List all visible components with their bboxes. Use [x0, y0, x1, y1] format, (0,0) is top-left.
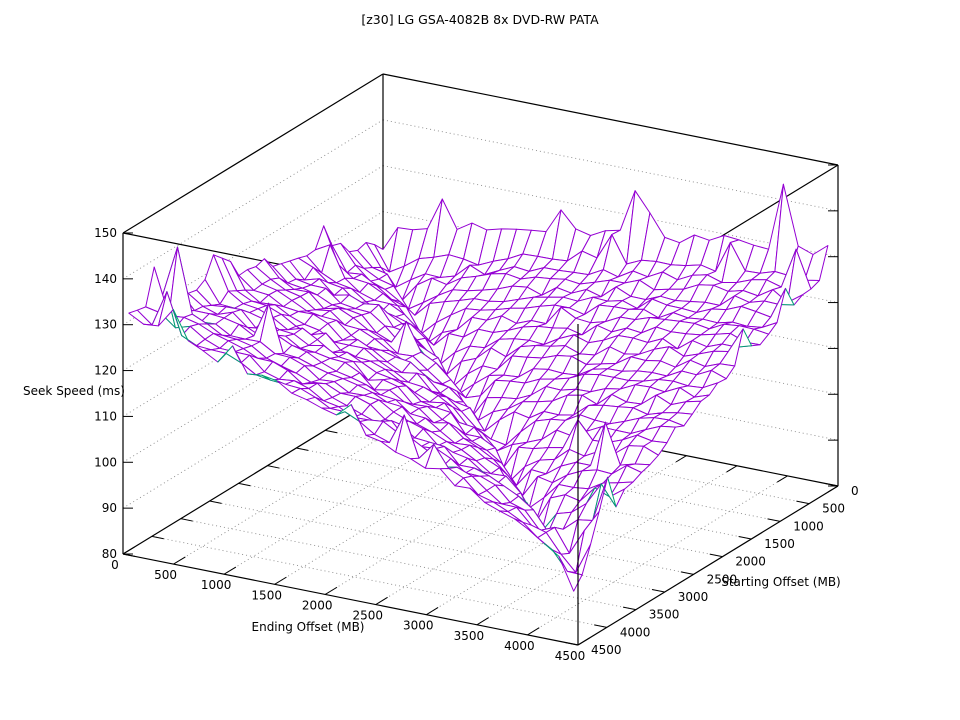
- x-tick-label: 3500: [454, 629, 485, 643]
- x-tick: [173, 556, 186, 565]
- mesh-quad-top: [558, 555, 583, 592]
- y-tick-mirror: [209, 500, 222, 504]
- y-tick-label: 0: [851, 484, 859, 498]
- y-tick-mirror: [296, 447, 309, 451]
- x-tick: [122, 546, 136, 555]
- z-tick-label: 120: [94, 364, 117, 378]
- base-gridline-x: [476, 465, 738, 626]
- border-bottom-back-left: [122, 394, 384, 555]
- chart-title: [z30] LG GSA-4082B 8x DVD-RW PATA: [361, 12, 599, 27]
- x-tick-label: 0: [111, 558, 119, 572]
- x-tick-label: 2500: [353, 609, 384, 623]
- y-tick: [565, 642, 579, 646]
- wall-gridline-right: [382, 165, 839, 258]
- base-gridline-y: [209, 500, 665, 593]
- y-tick-mirror: [180, 518, 193, 522]
- y-tick-mirror: [267, 465, 280, 469]
- x-tick-mirror: [675, 455, 687, 463]
- x-tick: [577, 637, 591, 646]
- base-gridline-y: [180, 518, 636, 611]
- x-tick-label: 1500: [251, 588, 282, 602]
- base-gridline-y: [267, 465, 723, 558]
- border-bottom-front-left: [122, 553, 579, 646]
- x-tick-label: 2000: [302, 598, 333, 612]
- base-gridline-x: [173, 404, 434, 565]
- y-tick: [651, 589, 665, 593]
- z-tick-label: 110: [94, 409, 117, 423]
- axis-tick-labels: 0 500 1000 1500 2000 2500 3000 3500 4000 4500 0 500…: [94, 226, 859, 663]
- x-tick-label: 1000: [201, 578, 232, 592]
- x-tick: [476, 617, 489, 626]
- x-axis-label: Ending Offset (MB): [252, 620, 365, 634]
- y-tick-label: 500: [822, 502, 845, 516]
- y-tick: [738, 536, 752, 540]
- y-tick: [767, 518, 781, 522]
- base-gridline-x: [527, 475, 788, 636]
- wall-gridline-left: [122, 348, 384, 509]
- x-tick-mirror: [726, 465, 738, 473]
- x-tick: [375, 596, 388, 605]
- y-tick-label: 4500: [591, 643, 622, 657]
- base-gridline-y: [238, 482, 694, 575]
- x-tick-mirror: [776, 475, 788, 483]
- x-tick-label: 500: [154, 568, 177, 582]
- z-tick-label: 140: [94, 272, 117, 286]
- z-axis-label: Seek Speed (ms): [23, 384, 125, 398]
- x-tick: [527, 627, 540, 636]
- base-gridline-x: [274, 424, 535, 585]
- y-tick-label: 1500: [764, 537, 795, 551]
- z-tick-label: 100: [94, 455, 117, 469]
- wall-gridline-left: [122, 119, 384, 280]
- x-tick: [223, 566, 237, 575]
- x-tick: [324, 586, 338, 595]
- wall-gridline-right: [382, 119, 839, 212]
- x-tick-label: 4000: [504, 639, 535, 653]
- y-tick-label: 3500: [649, 608, 680, 622]
- x-tick: [274, 576, 287, 585]
- x-tick: [426, 607, 439, 616]
- y-tick: [680, 571, 694, 575]
- x-tick-mirror: [827, 485, 839, 493]
- y-tick-mirror: [238, 482, 251, 487]
- y-tick-label: 2000: [735, 555, 766, 569]
- y-tick-mirror: [325, 429, 338, 434]
- x-tick-label: 4500: [555, 649, 586, 663]
- base-gridline-x: [223, 414, 485, 575]
- x-tick-label: 3000: [403, 619, 434, 633]
- border-top-back-right: [382, 73, 839, 166]
- base-gridline-x: [324, 435, 586, 595]
- y-tick: [594, 624, 607, 628]
- wall-gridline-left: [122, 302, 384, 463]
- border-top-back-left: [122, 73, 384, 234]
- z-tick-label: 130: [94, 318, 117, 332]
- y-tick-label: 2500: [707, 572, 738, 586]
- z-tick-label: 150: [94, 226, 117, 240]
- y-tick-mirror: [151, 535, 164, 540]
- border-bottom-front-right: [577, 485, 839, 646]
- surface-mesh: [128, 183, 829, 592]
- y-tick-label: 4000: [620, 625, 651, 639]
- z-tick-label: 90: [102, 501, 117, 515]
- base-gridline-y: [151, 535, 607, 628]
- y-tick: [709, 553, 723, 558]
- y-tick-label: 1000: [793, 519, 824, 533]
- base-gridline-x: [375, 445, 637, 605]
- z-tick-label: 80: [102, 547, 117, 561]
- y-axis-label: Starting Offset (MB): [721, 575, 841, 589]
- y-tick: [622, 606, 636, 611]
- wall-gridline-left: [122, 165, 384, 326]
- y-tick-label: 3000: [678, 590, 709, 604]
- y-tick: [796, 500, 810, 505]
